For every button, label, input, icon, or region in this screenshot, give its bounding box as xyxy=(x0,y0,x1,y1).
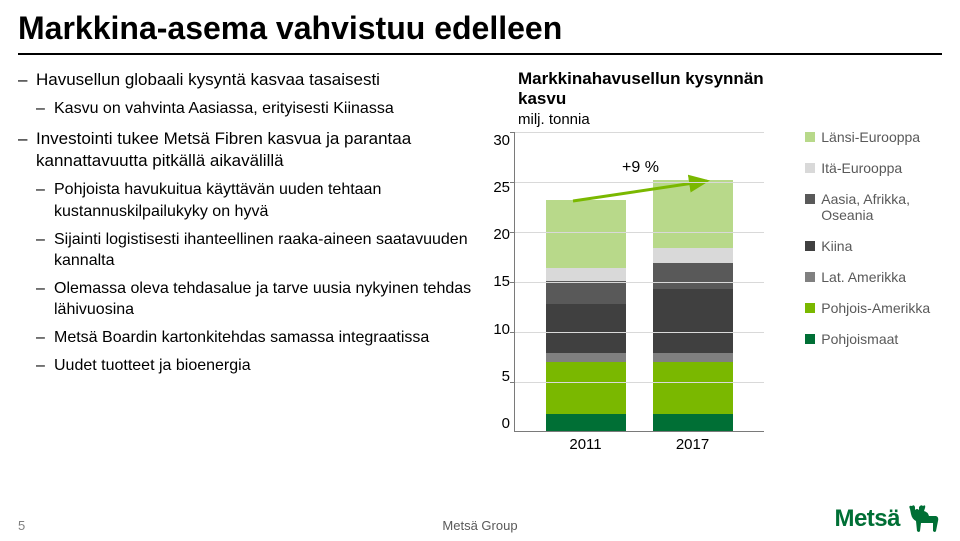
bar-segment xyxy=(653,180,733,248)
y-tick xyxy=(510,132,515,133)
y-tick-label: 0 xyxy=(502,415,510,432)
bar-segment xyxy=(653,289,733,353)
legend-label: Aasia, Afrikka, Oseania xyxy=(821,191,940,225)
plot-area: +9 % xyxy=(514,132,764,432)
bullet-l2: Olemassa oleva tehdasalue ja tarve uusia… xyxy=(36,278,478,321)
slide-title: Markkina-asema vahvistuu edelleen xyxy=(18,10,942,47)
x-tick-label: 2011 xyxy=(546,436,626,453)
y-tick-label: 20 xyxy=(493,226,510,243)
bar-segment xyxy=(653,353,733,362)
y-tick-label: 5 xyxy=(502,368,510,385)
bullet-l2: Sijainti logistisesti ihanteellinen raak… xyxy=(36,229,478,272)
y-tick-label: 30 xyxy=(493,132,510,149)
bar-segment xyxy=(546,414,626,431)
bar-segment xyxy=(653,263,733,289)
bullet-l2: Kasvu on vahvinta Aasiassa, erityisesti … xyxy=(36,98,478,120)
title-rule xyxy=(18,53,942,55)
legend-item: Itä-Eurooppa xyxy=(805,160,940,177)
growth-annotation: +9 % xyxy=(622,159,659,177)
logo-text: Metsä xyxy=(834,505,900,533)
legend-label: Kiina xyxy=(821,238,852,255)
bar-segment xyxy=(653,248,733,263)
legend-item: Kiina xyxy=(805,238,940,255)
gridline xyxy=(515,282,764,283)
bar-segment xyxy=(653,362,733,414)
gridline xyxy=(515,332,764,333)
y-tick xyxy=(510,182,515,183)
legend-label: Pohjoismaat xyxy=(821,331,898,348)
legend-label: Itä-Eurooppa xyxy=(821,160,902,177)
x-axis-labels: 2011 2017 xyxy=(514,436,764,453)
moose-icon xyxy=(906,503,940,535)
bullet-l2: Pohjoista havukuitua käyttävän uuden teh… xyxy=(36,179,478,222)
x-tick-label: 2017 xyxy=(653,436,733,453)
y-tick xyxy=(510,332,515,333)
y-tick-label: 10 xyxy=(493,321,510,338)
legend-label: Pohjois-Amerikka xyxy=(821,300,930,317)
bar-segment xyxy=(546,200,626,268)
chart: Markkinahavusellun kysynnän kasvu milj. … xyxy=(488,69,791,453)
legend-item: Länsi-Eurooppa xyxy=(805,129,940,146)
chart-title: Markkinahavusellun kysynnän kasvu xyxy=(518,69,791,109)
logo: Metsä xyxy=(834,503,940,535)
gridline xyxy=(515,182,764,183)
legend-swatch xyxy=(805,194,815,204)
legend-swatch xyxy=(805,334,815,344)
bullet-l2: Metsä Boardin kartonkitehdas samassa int… xyxy=(36,327,478,349)
bar-segment xyxy=(546,268,626,281)
gridline xyxy=(515,132,764,133)
bullet-l1: Havusellun globaali kysyntä kasvaa tasai… xyxy=(18,69,478,120)
bar xyxy=(546,200,626,431)
y-tick-label: 15 xyxy=(493,273,510,290)
bar-segment xyxy=(546,281,626,304)
legend-swatch xyxy=(805,272,815,282)
bar-segment xyxy=(546,304,626,353)
y-tick xyxy=(510,282,515,283)
bullet-column: Havusellun globaali kysyntä kasvaa tasai… xyxy=(18,69,488,453)
legend-swatch xyxy=(805,132,815,142)
y-tick xyxy=(510,382,515,383)
legend-item: Lat. Amerikka xyxy=(805,269,940,286)
bullet-l1: Investointi tukee Metsä Fibren kasvua ja… xyxy=(18,128,478,377)
chart-unit: milj. tonnia xyxy=(518,111,791,128)
legend-label: Lat. Amerikka xyxy=(821,269,906,286)
bar-segment xyxy=(546,362,626,414)
y-tick-label: 25 xyxy=(493,179,510,196)
legend-item: Pohjoismaat xyxy=(805,331,940,348)
legend: Länsi-Eurooppa Itä-Eurooppa Aasia, Afrikka… xyxy=(791,69,940,453)
gridline xyxy=(515,382,764,383)
legend-swatch xyxy=(805,241,815,251)
bullet-l2: Uudet tuotteet ja bioenergia xyxy=(36,355,478,377)
legend-item: Pohjois-Amerikka xyxy=(805,300,940,317)
gridline xyxy=(515,232,764,233)
legend-swatch xyxy=(805,303,815,313)
bar-segment xyxy=(653,414,733,431)
legend-item: Aasia, Afrikka, Oseania xyxy=(805,191,940,225)
legend-label: Länsi-Eurooppa xyxy=(821,129,920,146)
bar xyxy=(653,180,733,431)
legend-swatch xyxy=(805,163,815,173)
y-tick xyxy=(510,232,515,233)
footer-center: Metsä Group xyxy=(0,518,960,533)
bar-segment xyxy=(546,353,626,362)
